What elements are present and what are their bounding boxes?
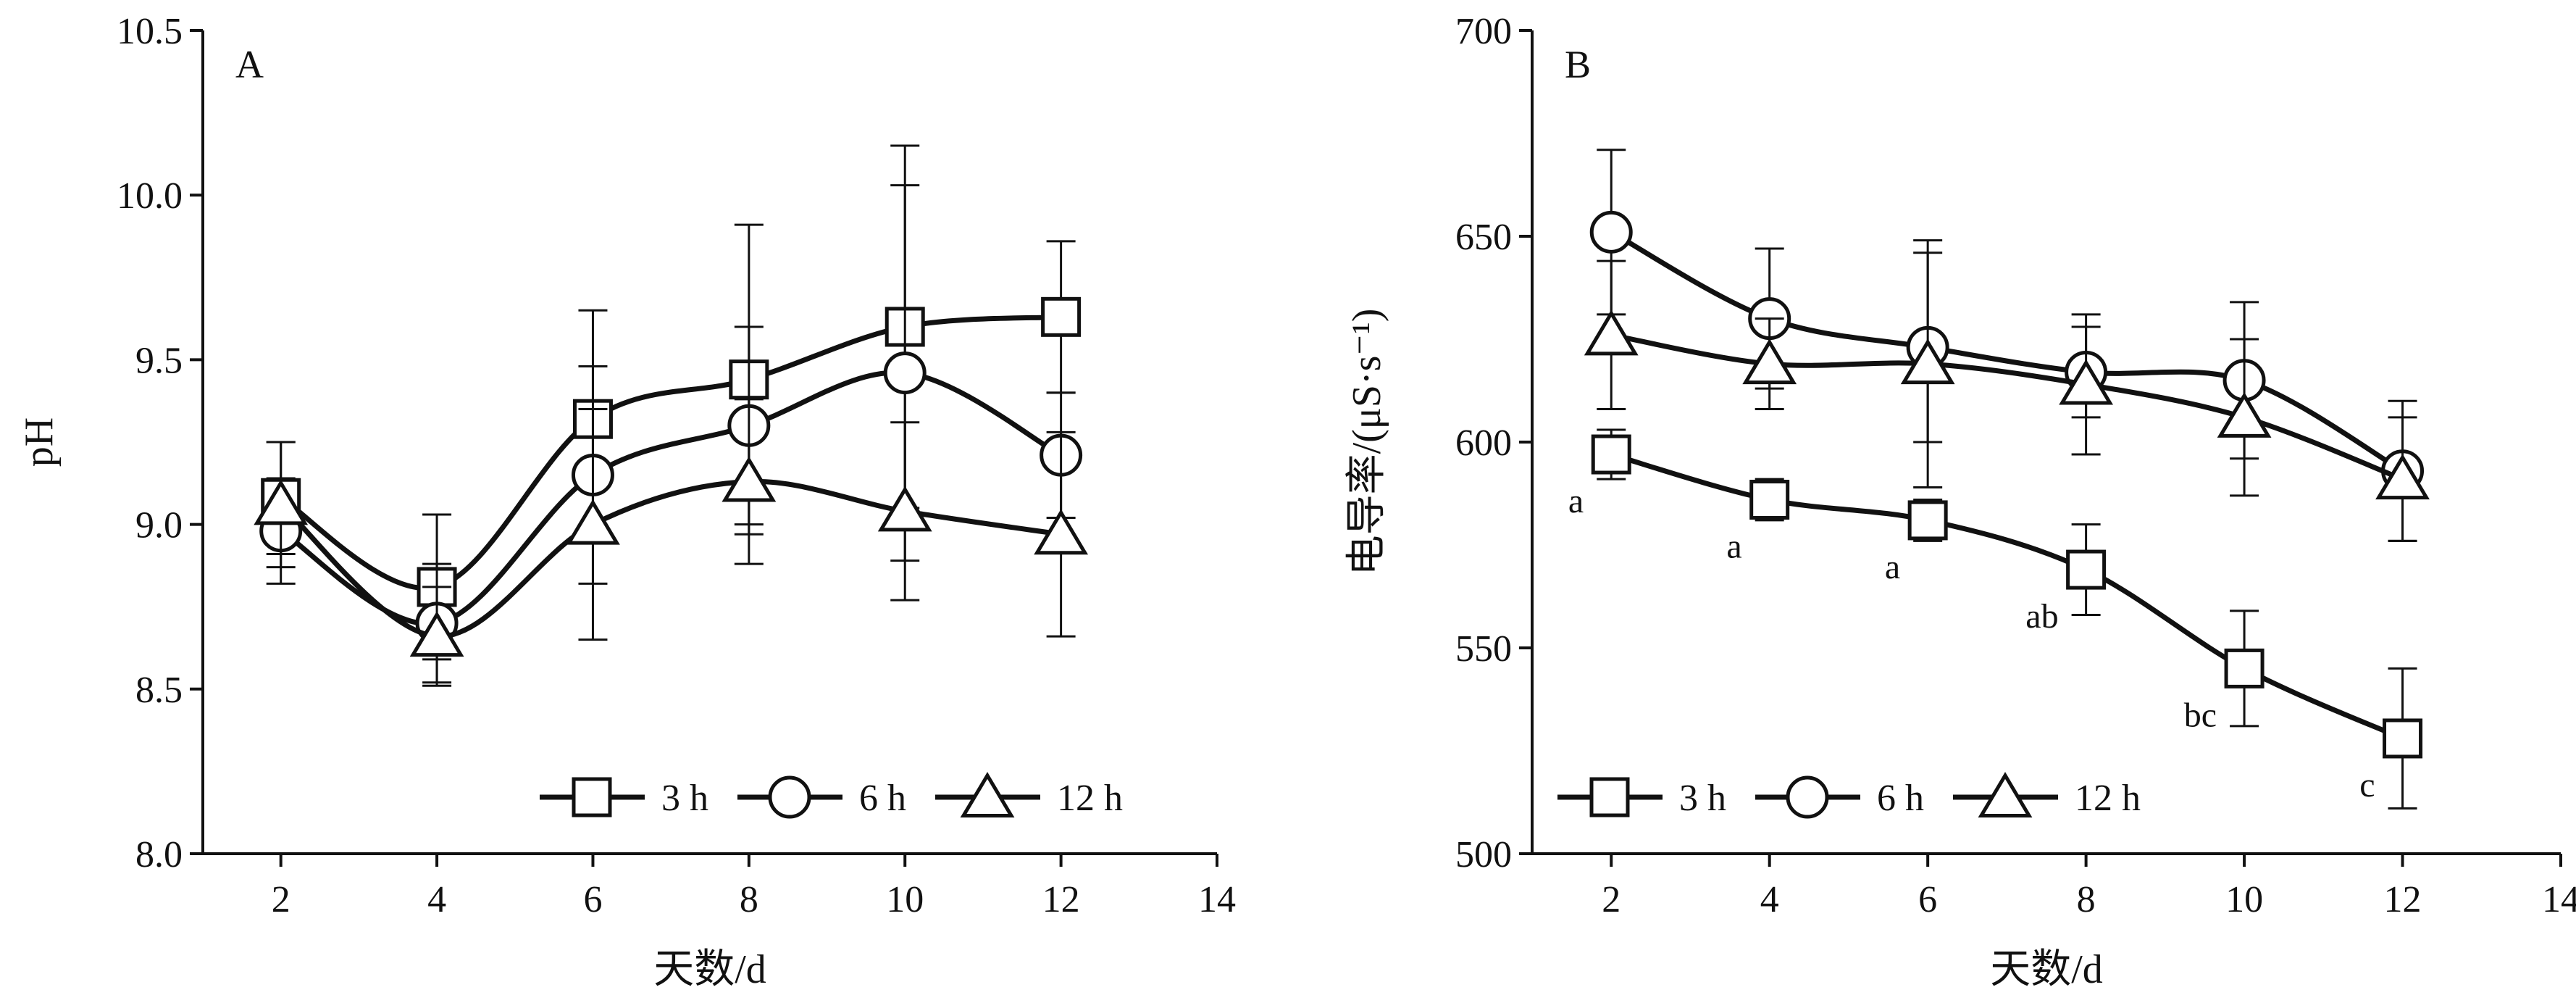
data-point-triangle bbox=[2375, 454, 2430, 500]
data-point-triangle bbox=[2217, 392, 2272, 438]
significance-label: ab bbox=[2025, 597, 2058, 636]
legend-label: 6 h bbox=[859, 778, 906, 819]
series-circle bbox=[1589, 149, 2425, 542]
series-line bbox=[1610, 230, 2404, 473]
significance-label: a bbox=[1885, 548, 1900, 586]
y-tick-label: 9.5 bbox=[135, 340, 183, 381]
x-tick-label: 8 bbox=[2077, 879, 2096, 920]
panel-a: 8.0 8.5 9.0 9.5 10.0 10.5 2 4 6 8 10 12 14 天数/d pH A 3 h… bbox=[17, 11, 1236, 992]
legend-marker-circle bbox=[768, 775, 811, 819]
series-square bbox=[1591, 428, 2423, 810]
legend-marker-square bbox=[572, 777, 612, 817]
x-tick-label: 14 bbox=[2542, 879, 2576, 920]
data-point-square bbox=[2224, 648, 2265, 688]
legend-item: 12 h bbox=[935, 772, 1123, 819]
legend-label: 6 h bbox=[1877, 778, 1924, 819]
x-tick-label: 4 bbox=[1760, 879, 1779, 920]
series-line bbox=[1610, 332, 2404, 482]
x-tick-label: 12 bbox=[2384, 879, 2422, 920]
y-tick-label: 10.5 bbox=[117, 11, 183, 52]
series-triangle bbox=[254, 398, 1089, 687]
y-tick-label: 600 bbox=[1455, 423, 1512, 464]
y-tick-label: 650 bbox=[1455, 217, 1512, 258]
significance-label: bc bbox=[2184, 696, 2217, 734]
data-point-square bbox=[1749, 480, 1790, 520]
series-line bbox=[279, 314, 1061, 591]
data-point-triangle bbox=[722, 456, 777, 502]
data-point-triangle bbox=[2059, 359, 2114, 405]
y-tick-label: 550 bbox=[1455, 628, 1512, 670]
y-tick-label: 10.0 bbox=[117, 175, 183, 217]
legend-item: 6 h bbox=[737, 775, 906, 819]
series-line bbox=[279, 370, 1063, 627]
legend-label: 12 h bbox=[1057, 778, 1123, 819]
data-point-square bbox=[1041, 296, 1082, 337]
legend-marker-square bbox=[1589, 777, 1630, 817]
x-tick-label: 14 bbox=[1198, 879, 1236, 920]
data-point-triangle bbox=[254, 479, 309, 525]
x-tick-label: 10 bbox=[886, 879, 924, 920]
legend-item: 3 h bbox=[540, 777, 708, 819]
data-point-triangle bbox=[1742, 338, 1797, 385]
data-point-square bbox=[2383, 718, 2423, 759]
significance-label: a bbox=[1568, 482, 1584, 520]
series-line bbox=[279, 478, 1062, 639]
x-axis-title: 天数/d bbox=[653, 947, 766, 992]
data-point-triangle bbox=[409, 611, 464, 657]
x-axis-title: 天数/d bbox=[1990, 947, 2103, 992]
x-tick-label: 2 bbox=[1602, 879, 1621, 920]
legend-marker-triangle bbox=[1978, 772, 2033, 817]
data-point-triangle bbox=[877, 486, 932, 532]
significance-label: a bbox=[1726, 528, 1741, 566]
x-tick-label: 12 bbox=[1042, 879, 1080, 920]
y-tick-label: 9.0 bbox=[135, 505, 183, 546]
legend-item: 6 h bbox=[1755, 775, 1924, 819]
panel-label: A bbox=[235, 43, 264, 86]
legend-marker-circle bbox=[1786, 775, 1829, 819]
data-point-triangle bbox=[1900, 338, 1955, 385]
y-axis-title: 电导率/(μS·s⁻¹) bbox=[1345, 309, 1389, 576]
x-tick-label: 6 bbox=[583, 879, 602, 920]
legend-marker-triangle bbox=[960, 772, 1015, 817]
data-point-triangle bbox=[1034, 509, 1089, 555]
series-triangle bbox=[1584, 239, 2430, 542]
panel-b: 500 550 600 650 700 2 4 6 8 10 12 14 天数/d 电导率/(μS·s⁻¹… bbox=[1345, 11, 2576, 992]
y-tick-label: 700 bbox=[1455, 11, 1512, 52]
legend-label: 3 h bbox=[1679, 778, 1726, 819]
series-line bbox=[1610, 451, 2404, 741]
x-tick-label: 4 bbox=[427, 879, 446, 920]
data-point-square bbox=[2066, 549, 2107, 590]
legend-item: 3 h bbox=[1557, 777, 1726, 819]
y-tick-label: 8.5 bbox=[135, 670, 183, 711]
data-point-triangle bbox=[566, 499, 620, 545]
significance-label: c bbox=[2359, 766, 2375, 804]
legend-label: 3 h bbox=[661, 778, 708, 819]
x-tick-label: 6 bbox=[1918, 879, 1937, 920]
data-point-triangle bbox=[1584, 309, 1639, 356]
x-tick-label: 10 bbox=[2225, 879, 2263, 920]
data-point-circle bbox=[883, 351, 927, 395]
x-tick-label: 2 bbox=[272, 879, 290, 920]
legend-item: 12 h bbox=[1953, 772, 2141, 819]
data-point-square bbox=[1907, 500, 1948, 541]
data-point-circle bbox=[1589, 210, 1633, 254]
series-square bbox=[261, 144, 1082, 661]
legend-label: 12 h bbox=[2075, 778, 2141, 819]
y-tick-label: 8.0 bbox=[135, 834, 183, 875]
data-point-square bbox=[1591, 434, 1631, 475]
x-tick-label: 8 bbox=[740, 879, 758, 920]
panel-label: B bbox=[1565, 43, 1591, 86]
y-tick-label: 500 bbox=[1455, 834, 1512, 875]
y-axis-title: pH bbox=[17, 417, 62, 467]
